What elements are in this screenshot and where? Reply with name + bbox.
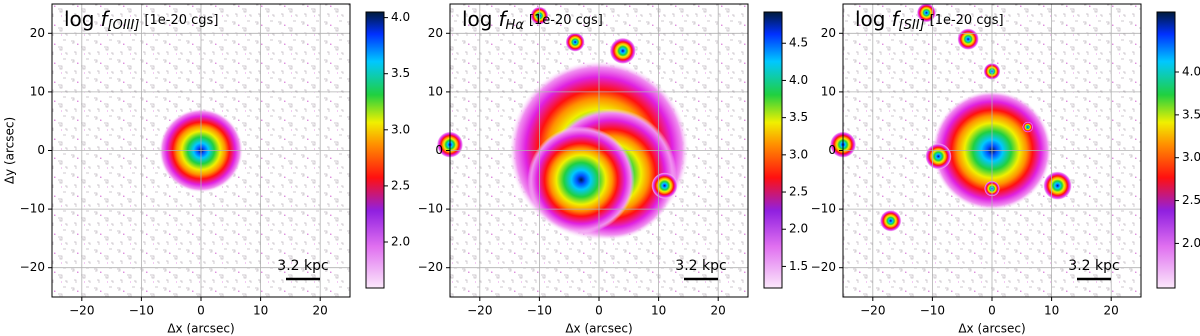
colorbar xyxy=(1156,11,1176,289)
scale-bar-label: 3.2 kpc xyxy=(277,258,328,274)
x-tick-label: 0 xyxy=(988,304,996,318)
emission-blob xyxy=(565,32,585,52)
y-tick-label: 0 xyxy=(435,143,443,157)
colorbar-tick-label: 3.5 xyxy=(789,110,808,124)
panel: −20 −10 0 10 20 −20 −10 0 10 20 log fHα [1e-20 cgs] 3… xyxy=(418,3,808,336)
title-part: [SII] xyxy=(899,18,925,33)
x-tick-label: 20 xyxy=(1104,304,1119,318)
emission-blob xyxy=(925,143,952,170)
y-tick-label: 20 xyxy=(30,26,45,40)
title-part: [OIII] xyxy=(108,18,140,33)
y-tick-label: −10 xyxy=(20,202,45,216)
axes-frame xyxy=(449,3,749,298)
title-part: log xyxy=(462,7,493,31)
y-tick-label: 10 xyxy=(821,84,836,98)
colorbar-tick-label: 2.0 xyxy=(1182,236,1200,250)
title-part: log xyxy=(64,7,95,31)
title-part: log xyxy=(855,7,886,31)
axes-frame xyxy=(842,3,1142,298)
x-axis-label: Δx (arcsec) xyxy=(958,322,1025,336)
y-tick-label: −20 xyxy=(811,260,836,274)
title-part: f xyxy=(101,7,111,31)
y-tick-label: 0 xyxy=(37,143,45,157)
colorbar-tick-label: 2.5 xyxy=(789,185,808,199)
panel: −20 −10 0 10 20 −20 −10 0 10 20 log f[SII] [1e-20 cg… xyxy=(811,3,1200,336)
scale-bar-label: 3.2 kpc xyxy=(675,258,726,274)
y-tick-label: −20 xyxy=(418,260,443,274)
emission-blob xyxy=(916,3,936,23)
x-tick-label: −10 xyxy=(129,304,154,318)
y-tick-label: 0 xyxy=(828,143,836,157)
emission-blob xyxy=(957,28,979,50)
title-part: [1e-20 cgs] xyxy=(529,13,603,28)
x-tick-label: −20 xyxy=(860,304,885,318)
emission-blob xyxy=(527,126,635,234)
title-part: [1e-20 cgs] xyxy=(144,13,218,28)
y-tick-label: −10 xyxy=(418,202,443,216)
emission-blob xyxy=(609,37,636,64)
colorbar-tick-label: 4.5 xyxy=(789,36,808,50)
y-tick-label: 10 xyxy=(428,84,443,98)
x-tick-label: −20 xyxy=(467,304,492,318)
title-part: f xyxy=(892,7,902,31)
axes-frame xyxy=(51,3,351,298)
emission-blob xyxy=(651,172,678,199)
emission-blob xyxy=(879,210,902,232)
colorbar-tick-label: 4.0 xyxy=(391,10,410,24)
panel-title: log f[OIII] [1e-20 cgs] xyxy=(64,7,218,33)
y-tick-label: −10 xyxy=(811,202,836,216)
y-tick-label: 10 xyxy=(30,84,45,98)
panel: −20 −10 0 10 20 −20 −10 0 10 20 log f[OIII] [1e-20 c… xyxy=(3,3,410,336)
y-axis-label: Δy (arcsec) xyxy=(3,117,17,184)
colorbar-tick-label: 1.5 xyxy=(789,259,808,273)
title-part: f xyxy=(499,7,509,31)
scale-bar-label: 3.2 kpc xyxy=(1068,258,1119,274)
colorbar-tick-label: 4.0 xyxy=(789,73,808,87)
x-tick-label: 0 xyxy=(595,304,603,318)
x-axis-label: Δx (arcsec) xyxy=(565,322,632,336)
y-tick-label: 20 xyxy=(428,26,443,40)
x-tick-label: 10 xyxy=(253,304,268,318)
x-axis-label: Δx (arcsec) xyxy=(167,322,234,336)
panel-title: log fHα [1e-20 cgs] xyxy=(462,7,603,33)
colorbar-tick-label: 2.5 xyxy=(391,178,410,192)
colorbar-tick-label: 3.5 xyxy=(391,66,410,80)
x-tick-label: 10 xyxy=(651,304,666,318)
x-tick-label: −20 xyxy=(69,304,94,318)
x-tick-label: 0 xyxy=(197,304,205,318)
x-tick-label: −10 xyxy=(527,304,552,318)
colorbar-tick-label: 3.5 xyxy=(1182,107,1200,121)
x-tick-label: 20 xyxy=(711,304,726,318)
colorbar-tick-label: 2.0 xyxy=(391,235,410,249)
colorbar xyxy=(763,11,783,289)
colorbar-tick-label: 3.0 xyxy=(391,122,410,136)
colorbar-tick-label: 3.0 xyxy=(789,147,808,161)
y-tick-label: −20 xyxy=(20,260,45,274)
colorbar-tick-label: 4.0 xyxy=(1182,65,1200,79)
colorbar xyxy=(365,11,385,289)
panel-title: log f[SII] [1e-20 cgs] xyxy=(855,7,1004,33)
emission-blob xyxy=(1022,121,1034,133)
colorbar-tick-label: 2.0 xyxy=(789,222,808,236)
x-tick-label: 20 xyxy=(313,304,328,318)
y-tick-label: 20 xyxy=(821,26,836,40)
colorbar-tick-label: 2.5 xyxy=(1182,193,1200,207)
colorbar-tick-label: 3.0 xyxy=(1182,150,1200,164)
emission-blob xyxy=(1043,171,1072,200)
title-part: Hα xyxy=(506,18,525,33)
x-tick-label: −10 xyxy=(920,304,945,318)
title-part: [1e-20 cgs] xyxy=(930,13,1004,28)
x-tick-label: 10 xyxy=(1044,304,1059,318)
